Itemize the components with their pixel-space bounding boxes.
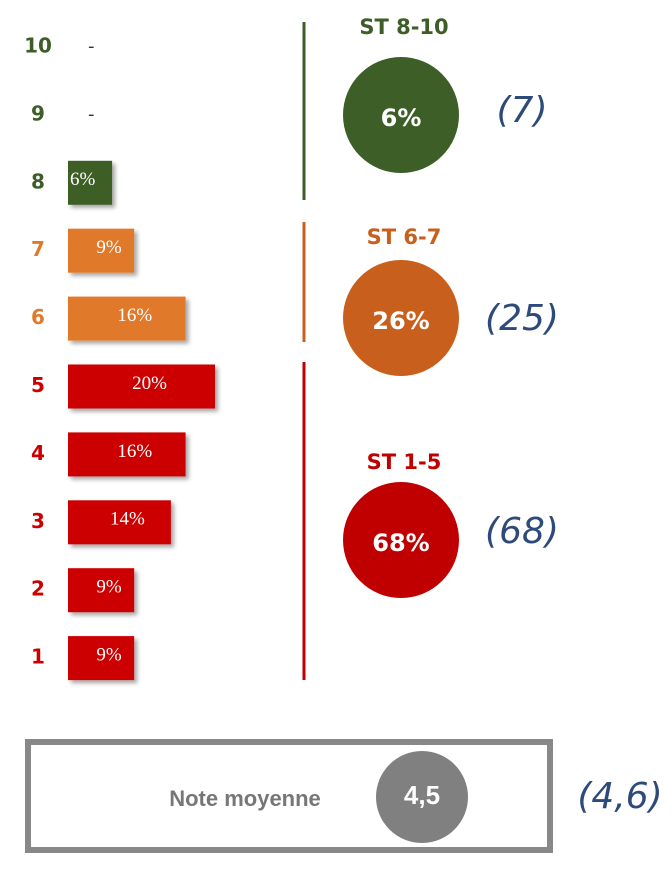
bar (68, 364, 215, 409)
value-label: 9% (96, 237, 122, 258)
average-note: (4,6) (577, 776, 662, 817)
value-label: 9% (96, 644, 122, 665)
value-label: 16% (117, 441, 152, 462)
value-label: 14% (110, 509, 145, 530)
group-title: ST 1-5 (367, 450, 442, 474)
average-label: Note moyenne (169, 786, 321, 811)
group-circle (343, 260, 459, 376)
group-value: 26% (372, 307, 429, 335)
bar (68, 636, 135, 681)
group-value: 68% (372, 529, 429, 557)
bar (68, 432, 186, 477)
category-label: 3 (31, 509, 45, 533)
value-label: 20% (132, 373, 167, 394)
category-label: 4 (31, 441, 45, 465)
value-label: - (88, 36, 95, 57)
average-circle (376, 751, 468, 843)
bar (68, 296, 186, 341)
bar (68, 568, 135, 613)
average-value: 4,5 (404, 780, 440, 810)
bar (68, 160, 113, 205)
group-value: 6% (381, 104, 422, 132)
category-label: 5 (31, 373, 45, 397)
category-label: 10 (24, 34, 52, 58)
value-label: 16% (117, 305, 152, 326)
value-label: 6% (70, 169, 96, 190)
average-box (25, 739, 553, 853)
group-circle (343, 57, 459, 173)
group-title: ST 8-10 (359, 15, 448, 39)
value-label: - (88, 104, 95, 125)
category-label: 2 (31, 577, 45, 601)
category-label: 6 (31, 305, 45, 329)
group-title: ST 6-7 (367, 225, 442, 249)
category-label: 9 (31, 101, 45, 125)
group-note: (7) (497, 90, 548, 131)
bar (68, 500, 171, 545)
bar (68, 228, 135, 273)
category-label: 1 (31, 645, 45, 669)
value-label: 9% (96, 577, 122, 598)
group-circle (343, 482, 459, 598)
category-label: 7 (31, 237, 45, 261)
group-note: (25) (485, 298, 559, 339)
group-note: (68) (485, 511, 559, 552)
category-label: 8 (31, 169, 45, 193)
